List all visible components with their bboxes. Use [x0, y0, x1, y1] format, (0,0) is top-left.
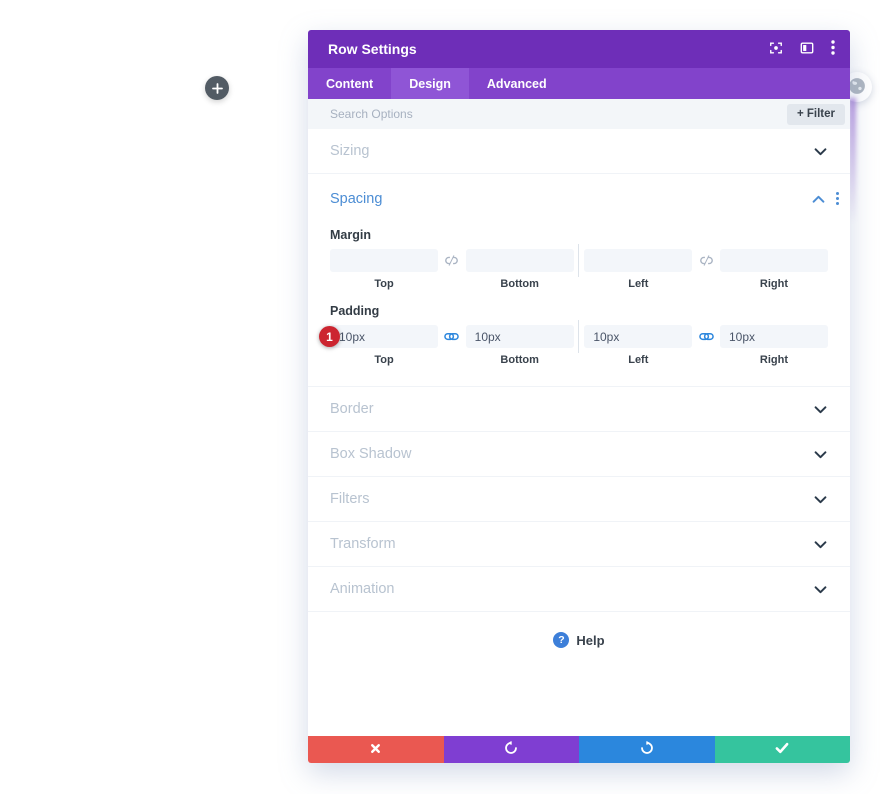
padding-group: Padding 1 Top	[308, 299, 850, 375]
x-icon	[369, 742, 382, 758]
modal-header: Row Settings	[308, 30, 850, 68]
unlink-icon	[444, 253, 459, 271]
globe-icon	[848, 77, 866, 98]
margin-left-field: Left	[584, 249, 693, 290]
field-label: Top	[374, 354, 394, 366]
padding-left-field: Left	[584, 325, 693, 366]
help-label: Help	[576, 632, 605, 648]
field-label: Left	[628, 354, 649, 366]
link-values-button[interactable]	[697, 329, 715, 347]
margin-fields: Top Bottom	[330, 244, 828, 290]
padding-bottom-input[interactable]	[465, 325, 574, 348]
modal-edge-glow	[849, 98, 856, 223]
padding-fields: 1 Top Bottom	[319, 320, 828, 366]
spacing-section: Spacing Margin Top	[308, 174, 850, 387]
link-icon	[698, 329, 714, 347]
padding-right-input[interactable]	[719, 325, 828, 348]
undo-icon	[503, 740, 519, 759]
padding-top-input[interactable]	[330, 325, 438, 348]
field-label: Left	[628, 278, 649, 290]
section-transform[interactable]: Transform	[308, 522, 850, 567]
section-title: Sizing	[330, 143, 370, 159]
pair-divider	[578, 244, 580, 277]
field-label: Bottom	[500, 278, 539, 290]
chevron-down-icon	[814, 582, 827, 597]
redo-button[interactable]	[579, 736, 715, 763]
padding-top-field: 1 Top	[319, 325, 438, 366]
header-actions	[769, 40, 835, 58]
row-settings-modal: Row Settings	[308, 30, 850, 763]
annotation-badge: 1	[319, 326, 340, 347]
modal-body: Sizing Spacing Margin Top	[308, 129, 850, 648]
tabbar: Content Design Advanced	[308, 68, 850, 99]
plus-icon	[211, 82, 223, 94]
section-sizing[interactable]: Sizing	[308, 129, 850, 174]
margin-left-input[interactable]	[584, 249, 693, 272]
layout-view-button[interactable]	[800, 41, 814, 58]
modal-title: Row Settings	[328, 41, 417, 57]
chevron-down-icon	[814, 492, 827, 507]
redo-icon	[639, 740, 655, 759]
chevron-down-icon	[814, 402, 827, 417]
columns-icon	[800, 41, 814, 58]
section-border[interactable]: Border	[308, 387, 850, 432]
search-options-input[interactable]	[330, 107, 787, 121]
section-animation[interactable]: Animation	[308, 567, 850, 612]
margin-right-input[interactable]	[719, 249, 828, 272]
link-icon	[444, 329, 460, 347]
link-values-button[interactable]	[443, 329, 461, 347]
margin-top-field: Top	[330, 249, 438, 290]
chevron-down-icon	[814, 447, 827, 462]
field-label: Bottom	[500, 354, 539, 366]
check-icon	[775, 742, 789, 757]
focus-element-button[interactable]	[769, 41, 783, 58]
ellipsis-icon	[831, 40, 835, 58]
searchbar: + Filter	[308, 99, 850, 129]
padding-left-input[interactable]	[584, 325, 693, 348]
question-icon: ?	[553, 632, 570, 648]
section-title: Spacing	[330, 190, 383, 207]
add-button[interactable]	[205, 76, 229, 100]
pair-divider	[578, 320, 580, 353]
modal-footer	[308, 736, 850, 763]
discard-button[interactable]	[308, 736, 444, 763]
section-title: Transform	[330, 536, 396, 552]
section-title: Border	[330, 401, 374, 417]
help-area: ? Help	[308, 612, 850, 648]
field-label: Right	[759, 354, 789, 366]
unlink-icon	[699, 253, 714, 271]
save-button[interactable]	[714, 736, 850, 763]
margin-group: Margin Top	[308, 223, 850, 299]
margin-label: Margin	[330, 228, 371, 242]
section-title: Animation	[330, 581, 395, 597]
tab-advanced[interactable]: Advanced	[469, 68, 565, 99]
padding-right-field: Right	[719, 325, 828, 366]
field-label: Top	[374, 278, 394, 290]
section-filters[interactable]: Filters	[308, 477, 850, 522]
unlink-values-button[interactable]	[697, 253, 715, 271]
focus-icon	[769, 41, 783, 58]
tab-content[interactable]: Content	[308, 68, 391, 99]
margin-bottom-input[interactable]	[465, 249, 574, 272]
chevron-down-icon	[814, 537, 827, 552]
filter-button[interactable]: + Filter	[786, 103, 845, 125]
margin-top-input[interactable]	[330, 249, 438, 272]
chevron-up-icon	[812, 190, 825, 208]
spacing-options-icon[interactable]	[834, 190, 841, 207]
help-link[interactable]: ? Help	[553, 632, 605, 648]
margin-right-field: Right	[719, 249, 828, 290]
undo-button[interactable]	[443, 736, 579, 763]
section-box-shadow[interactable]: Box Shadow	[308, 432, 850, 477]
section-spacing[interactable]: Spacing	[308, 174, 850, 223]
tab-design[interactable]: Design	[391, 68, 469, 99]
margin-bottom-field: Bottom	[465, 249, 574, 290]
chevron-down-icon	[814, 144, 827, 159]
section-title: Box Shadow	[330, 446, 412, 462]
padding-bottom-field: Bottom	[465, 325, 574, 366]
padding-label: Padding	[330, 304, 380, 318]
section-title: Filters	[330, 491, 370, 507]
unlink-values-button[interactable]	[443, 253, 461, 271]
field-label: Right	[759, 278, 789, 290]
more-options-button[interactable]	[831, 40, 835, 58]
